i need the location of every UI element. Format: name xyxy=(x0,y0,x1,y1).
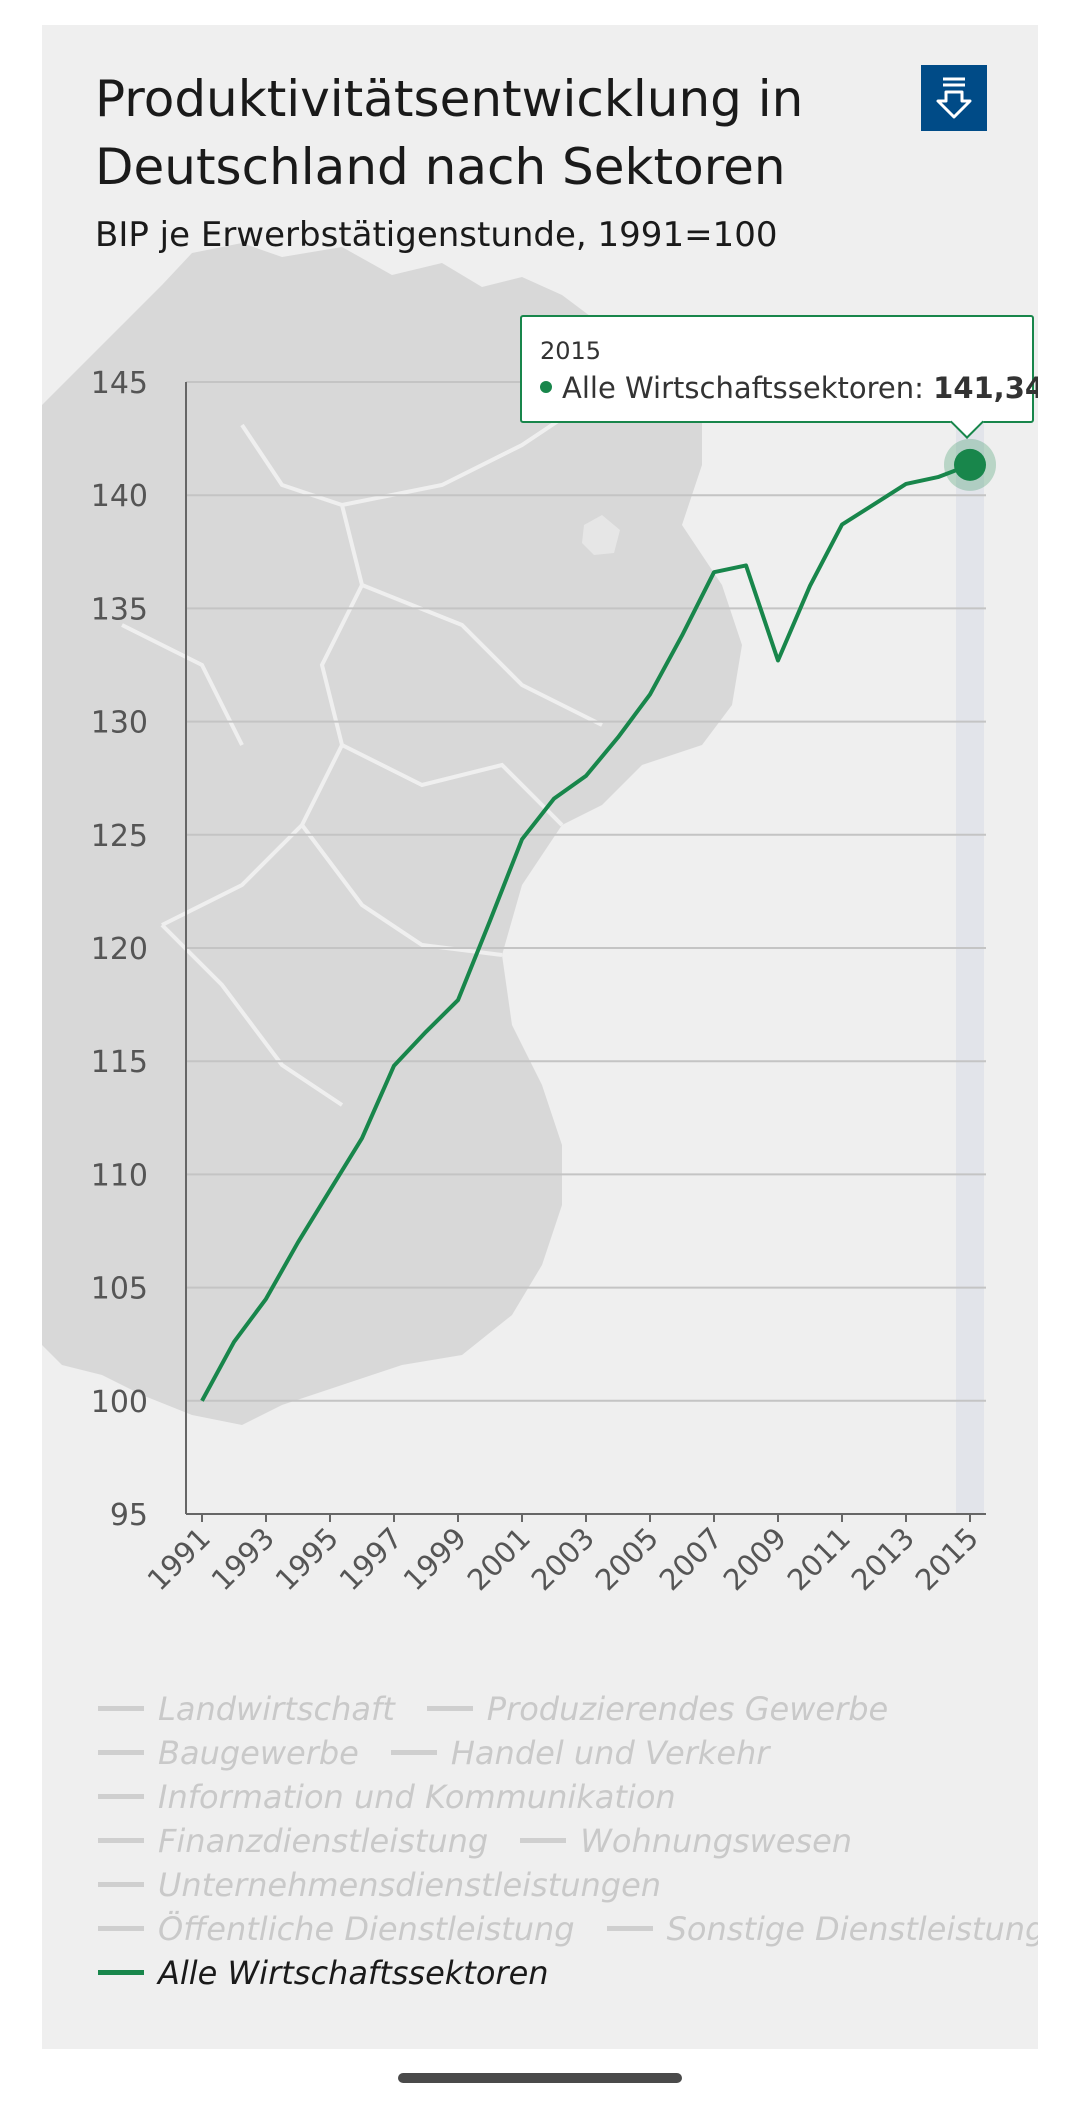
legend-item[interactable]: Landwirtschaft xyxy=(98,1690,395,1728)
highlight-point xyxy=(954,448,986,481)
y-tick-label: 145 xyxy=(91,366,148,401)
legend-label: Alle Wirtschaftssektoren xyxy=(158,1954,549,1992)
legend-label: Landwirtschaft xyxy=(158,1690,395,1728)
legend-item[interactable]: Wohnungswesen xyxy=(520,1822,852,1860)
home-indicator[interactable] xyxy=(398,2073,682,2083)
legend-item[interactable]: Produzierendes Gewerbe xyxy=(426,1690,889,1728)
legend-swatch xyxy=(98,1925,144,1931)
y-tick-label: 135 xyxy=(91,592,148,627)
legend-row: Öffentliche Dienstleistung Sonstige Diens… xyxy=(98,1910,1038,1954)
legend-row: Information und Kommunikation xyxy=(98,1778,1018,1822)
legend-swatch xyxy=(606,1925,653,1931)
tooltip-series-dot xyxy=(540,381,552,393)
x-tick-label: 2015 xyxy=(909,1521,985,1597)
legend-item[interactable]: Sonstige Dienstleistung xyxy=(606,1910,1038,1948)
y-tick-label: 105 xyxy=(91,1272,148,1307)
legend-row: Alle Wirtschaftssektoren xyxy=(98,1954,1018,1998)
x-tick-label: 2001 xyxy=(461,1521,537,1597)
line-chart: 145 140 135 130 125 120 115 110 105 100 9519911993… xyxy=(91,366,996,1597)
chart-title: Produktivitätsentwicklung in Deutschland… xyxy=(95,70,804,196)
y-tick-label: 130 xyxy=(91,706,148,741)
download-button[interactable] xyxy=(921,65,987,131)
download-icon xyxy=(936,77,972,119)
y-tick-label: 110 xyxy=(91,1158,148,1193)
tooltip-year: 2015 xyxy=(540,337,602,365)
legend-label: Information und Kommunikation xyxy=(158,1778,676,1816)
legend-item[interactable]: Handel und Verkehr xyxy=(390,1734,770,1772)
legend-swatch xyxy=(98,1969,144,1975)
legend-label: Produzierendes Gewerbe xyxy=(486,1690,889,1728)
y-tick-label: 115 xyxy=(91,1045,148,1080)
tooltip-value: 141,34 xyxy=(933,371,1038,405)
legend-swatch xyxy=(98,1837,144,1843)
x-tick-label: 2013 xyxy=(845,1521,921,1597)
x-tick-label: 2003 xyxy=(525,1521,601,1597)
legend-label: Sonstige Dienstleistung xyxy=(666,1910,1038,1948)
legend-label: Handel und Verkehr xyxy=(450,1734,770,1772)
legend-item[interactable]: Baugewerbe xyxy=(98,1734,359,1772)
x-tick-label: 1999 xyxy=(397,1521,473,1597)
legend-swatch xyxy=(98,1881,144,1887)
legend-label: Baugewerbe xyxy=(158,1734,359,1772)
x-tick-label: 1991 xyxy=(141,1521,217,1597)
chart-subtitle: BIP je Erwerbstätigenstunde, 1991=100 xyxy=(95,215,778,255)
legend-row: Unternehmensdienstleistungen xyxy=(98,1866,1018,1910)
y-tick-label: 125 xyxy=(91,819,148,854)
x-tick-label: 1993 xyxy=(205,1521,281,1597)
legend-swatch xyxy=(390,1749,437,1755)
chart-tooltip: 2015 Alle Wirtschaftssektoren: 141,34 xyxy=(520,315,1038,439)
y-tick-label: 120 xyxy=(91,932,148,967)
legend-swatch xyxy=(520,1837,567,1843)
chart-legend: Landwirtschaft Produzierendes Gewerbe Baug… xyxy=(98,1690,1038,1998)
x-tick-label: 2005 xyxy=(589,1521,665,1597)
tooltip-row: Alle Wirtschaftssektoren: 141,34 xyxy=(540,371,1038,405)
chart-card: Produktivitätsentwicklung in Deutschland… xyxy=(42,25,1038,2049)
x-tick-label: 2011 xyxy=(781,1521,857,1597)
legend-item[interactable]: Information und Kommunikation xyxy=(98,1778,676,1816)
legend-row: Landwirtschaft Produzierendes Gewerbe xyxy=(98,1690,1018,1734)
legend-item[interactable]: Finanzdienstleistung xyxy=(98,1822,488,1860)
y-tick-label: 100 xyxy=(91,1385,148,1420)
legend-swatch xyxy=(98,1749,144,1755)
x-tick-label: 1997 xyxy=(333,1521,409,1597)
x-tick-label: 1995 xyxy=(269,1521,345,1597)
x-tick-label: 2007 xyxy=(653,1521,729,1597)
legend-swatch xyxy=(98,1705,144,1711)
legend-swatch xyxy=(426,1705,473,1711)
legend-row: Baugewerbe Handel und Verkehr xyxy=(98,1734,1018,1778)
tooltip-series-label: Alle Wirtschaftssektoren: xyxy=(562,371,924,405)
legend-label: Wohnungswesen xyxy=(580,1822,853,1860)
legend-item[interactable]: Unternehmensdienstleistungen xyxy=(98,1866,661,1904)
legend-swatch xyxy=(98,1793,144,1799)
legend-row: Finanzdienstleistung Wohnungswesen xyxy=(98,1822,1018,1866)
x-tick-label: 2009 xyxy=(717,1521,793,1597)
legend-label: Finanzdienstleistung xyxy=(158,1822,489,1860)
series-line-alle-wirtschaftssektoren xyxy=(200,463,971,1402)
legend-label: Öffentliche Dienstleistung xyxy=(158,1910,575,1948)
y-tick-label: 95 xyxy=(110,1498,148,1533)
legend-item[interactable]: Alle Wirtschaftssektoren xyxy=(98,1954,549,1992)
legend-label: Unternehmensdienstleistungen xyxy=(158,1866,662,1904)
y-tick-label: 140 xyxy=(91,479,148,514)
legend-item[interactable]: Öffentliche Dienstleistung xyxy=(98,1910,575,1948)
